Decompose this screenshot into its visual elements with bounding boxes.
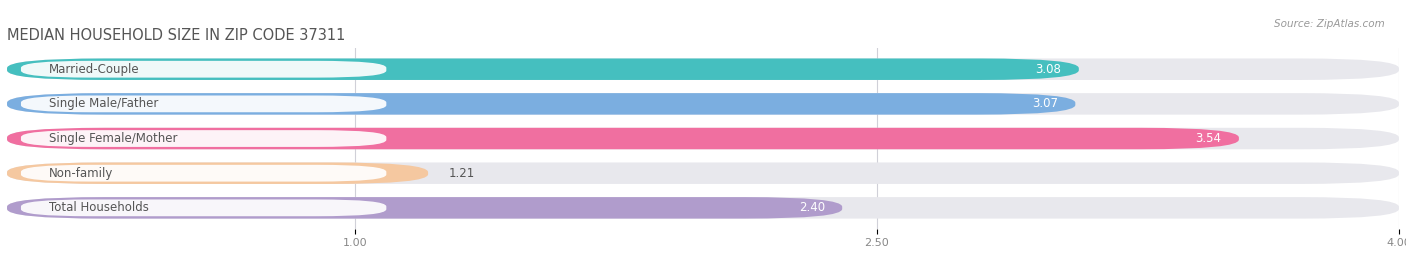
Text: 3.08: 3.08 [1036,63,1062,76]
Text: Source: ZipAtlas.com: Source: ZipAtlas.com [1274,19,1385,29]
FancyBboxPatch shape [21,165,387,182]
Text: MEDIAN HOUSEHOLD SIZE IN ZIP CODE 37311: MEDIAN HOUSEHOLD SIZE IN ZIP CODE 37311 [7,28,346,43]
FancyBboxPatch shape [21,61,387,77]
Text: Non-family: Non-family [49,167,112,180]
Text: Single Female/Mother: Single Female/Mother [49,132,177,145]
FancyBboxPatch shape [7,162,427,184]
Text: Married-Couple: Married-Couple [49,63,139,76]
Text: 2.40: 2.40 [799,201,825,214]
FancyBboxPatch shape [7,93,1076,115]
Text: Single Male/Father: Single Male/Father [49,97,157,110]
FancyBboxPatch shape [7,128,1239,149]
Text: 1.21: 1.21 [449,167,475,180]
FancyBboxPatch shape [7,197,1399,219]
FancyBboxPatch shape [21,95,387,112]
Text: 3.54: 3.54 [1195,132,1222,145]
FancyBboxPatch shape [7,58,1078,80]
FancyBboxPatch shape [7,162,1399,184]
FancyBboxPatch shape [7,128,1399,149]
FancyBboxPatch shape [7,58,1399,80]
Text: 3.07: 3.07 [1032,97,1057,110]
Text: Total Households: Total Households [49,201,149,214]
FancyBboxPatch shape [7,197,842,219]
FancyBboxPatch shape [7,93,1399,115]
FancyBboxPatch shape [21,130,387,147]
FancyBboxPatch shape [21,200,387,216]
